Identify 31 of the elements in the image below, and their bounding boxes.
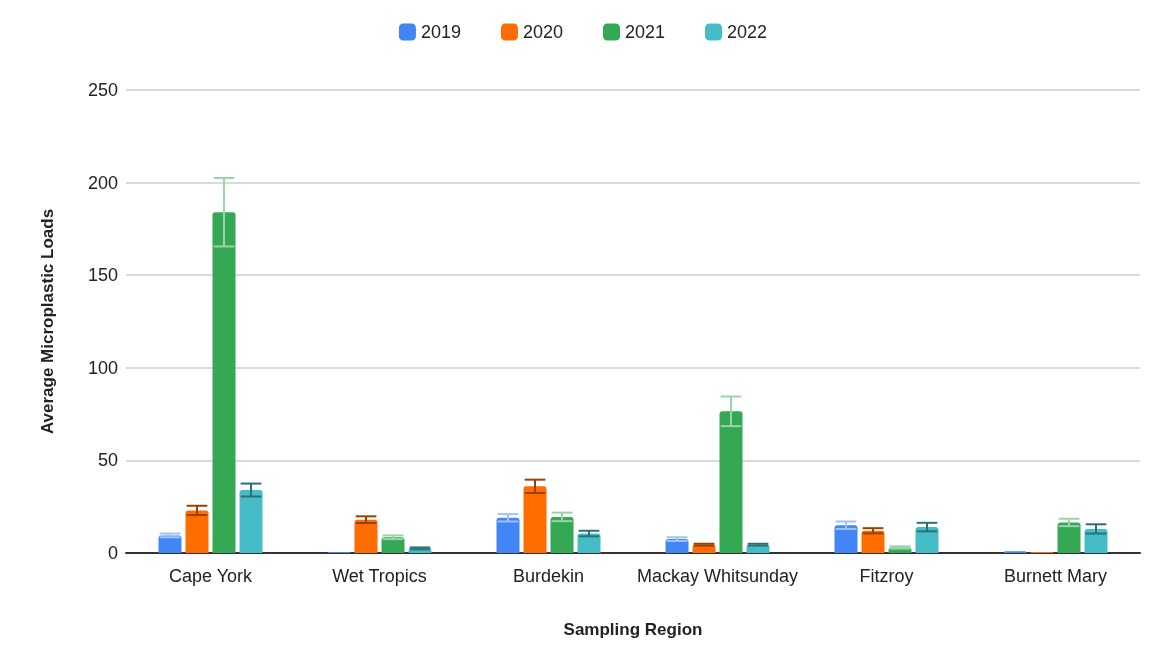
y-tick-label: 50 <box>97 450 118 471</box>
x-tick-label: Wet Tropics <box>332 566 427 586</box>
y-axis-title: Average Microplastic Loads <box>38 208 57 435</box>
y-tick-label: 250 <box>87 80 118 100</box>
bar <box>719 411 743 553</box>
y-tick-label: 200 <box>87 172 118 193</box>
bar <box>1084 528 1108 553</box>
bar <box>212 212 236 553</box>
x-tick-label: Fitzroy <box>859 566 914 586</box>
bar <box>834 525 858 553</box>
bar <box>915 527 939 553</box>
y-tick-label: 100 <box>87 357 118 378</box>
legend-label: 2021 <box>625 22 666 42</box>
y-tick-label: 0 <box>107 543 118 563</box>
bar <box>523 486 547 553</box>
x-tick-label: Mackay Whitsunday <box>636 566 799 586</box>
x-tick-label: Cape York <box>168 566 254 586</box>
legend-label: 2020 <box>522 22 563 42</box>
bar <box>239 490 263 553</box>
bar <box>185 510 209 553</box>
bar <box>496 517 520 553</box>
bar <box>1057 522 1081 553</box>
x-tick-label: Burdekin <box>512 566 585 586</box>
legend-label: 2019 <box>420 22 461 42</box>
bar <box>354 519 378 553</box>
bar <box>550 516 574 553</box>
x-tick-label: Burnett Mary <box>1003 566 1108 586</box>
bar <box>861 530 885 553</box>
y-tick-label: 150 <box>87 265 118 286</box>
legend-label: 2022 <box>727 22 768 42</box>
x-axis-title: Sampling Region <box>563 620 703 639</box>
